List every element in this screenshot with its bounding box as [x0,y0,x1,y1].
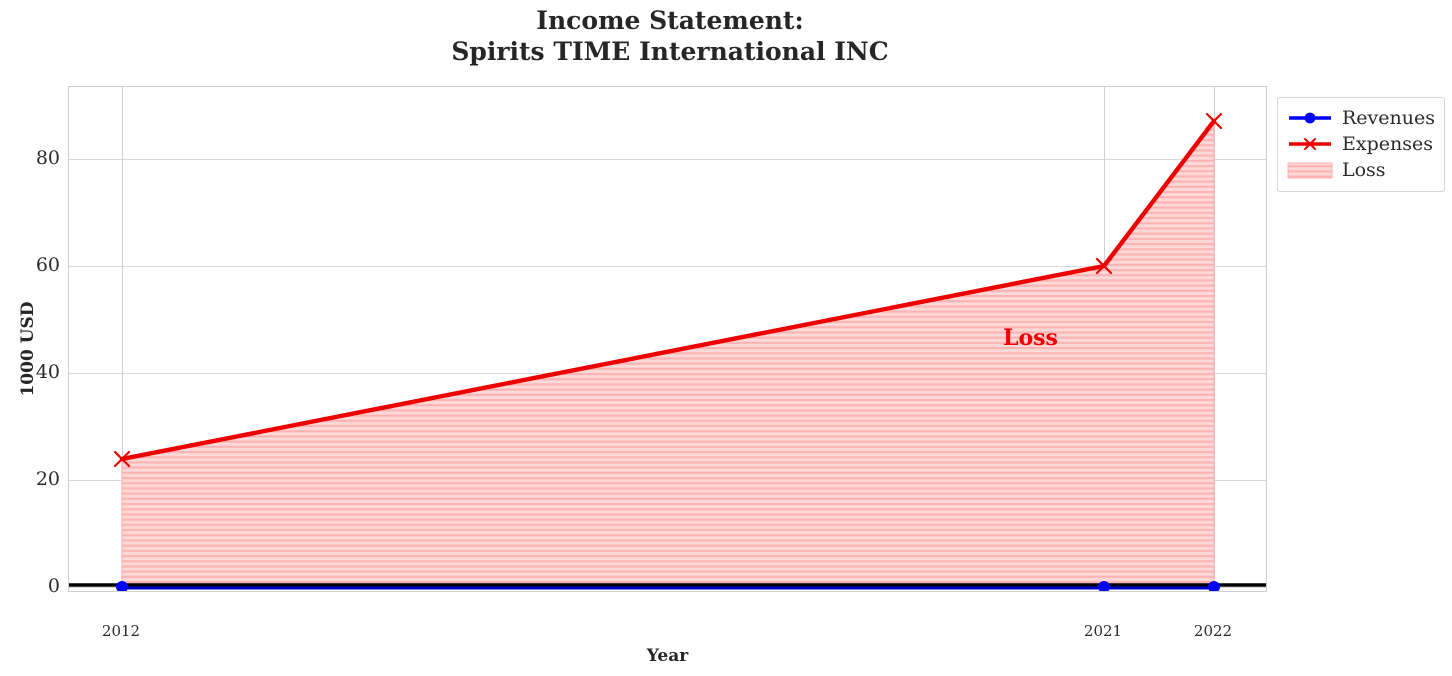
ytick-label-80: 80 [35,147,60,169]
xtick-label-2021: 2021 [1083,622,1123,640]
legend-key-revenues-icon [1287,108,1333,128]
expenses-marker-2022 [1205,112,1223,130]
ytick-label-0: 0 [47,575,60,597]
ytick-label-60: 60 [35,254,60,276]
x-axis-label: Year [646,646,689,666]
legend-item-expenses[interactable]: Expenses [1287,131,1435,157]
gridline-x-2012 [122,87,123,591]
legend-key-loss-icon [1287,160,1333,180]
loss-fill-region [121,119,1215,588]
gridline-y-80 [69,159,1266,160]
legend-label-expenses: Expenses [1342,133,1433,155]
loss-annotation: Loss [1003,325,1058,351]
expenses-marker-2021 [1095,257,1113,275]
ytick-label-20: 20 [35,468,60,490]
legend-item-revenues[interactable]: Revenues [1287,105,1435,131]
chart-title: Income Statement: Spirits TIME Internati… [451,6,889,66]
revenues-marker-2022 [1208,581,1220,591]
ytick-label-40: 40 [35,361,60,383]
revenues-marker-2021 [1098,581,1110,591]
series-layer [69,112,1266,591]
expenses-marker-2012 [113,450,131,468]
xtick-label-2022: 2022 [1193,622,1233,640]
revenues-marker-2012 [116,581,128,591]
legend-item-loss[interactable]: Loss [1287,157,1435,183]
legend-label-revenues: Revenues [1342,107,1435,129]
legend: Revenues Expenses Loss [1277,97,1445,192]
y-axis-label: 1000 USD [18,301,38,397]
legend-key-expenses-icon [1287,134,1333,154]
gridline-y-60 [69,266,1266,267]
plot-area [68,86,1267,592]
xtick-label-2012: 2012 [101,622,141,640]
legend-label-loss: Loss [1342,159,1386,181]
